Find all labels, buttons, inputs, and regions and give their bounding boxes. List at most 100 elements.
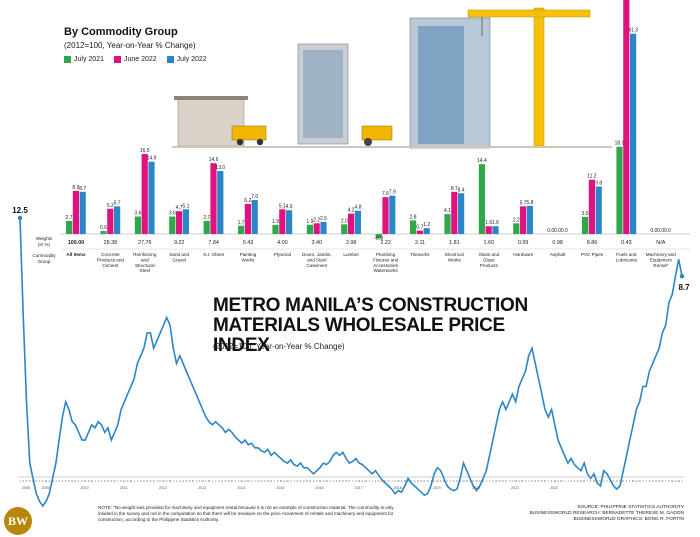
- bar-13-1: [520, 206, 527, 234]
- commodity-group-label: Lumber: [343, 252, 359, 257]
- commodity-group-label-line: Casement: [306, 263, 328, 268]
- bar-2-0: [134, 216, 141, 234]
- weight-value: 100.00: [68, 240, 85, 246]
- building-right-glass: [418, 26, 464, 144]
- commodity-group-label-line: Doors, Jambs,: [302, 252, 332, 257]
- year-tick-label: 2016: [315, 486, 323, 490]
- roller-wheel: [364, 138, 372, 146]
- commodity-group-label: Electrical Works: [445, 252, 464, 262]
- start-value-label: 12.5: [12, 206, 28, 215]
- bar-16-1: [623, 0, 630, 235]
- month-tick-label: F: [120, 479, 122, 483]
- month-tick-label: A: [401, 479, 403, 483]
- month-tick-label: J: [137, 479, 139, 483]
- legend-item-jul2022: July 2022: [166, 56, 207, 63]
- month-tick-label: J: [430, 479, 432, 483]
- bar-0-1: [72, 190, 79, 234]
- month-tick-label: A: [88, 479, 90, 483]
- credit-source: SOURCE: PHILIPPINE STATISTICS AUTHORITY: [577, 505, 684, 510]
- credit-graphics: BUSINESSWORLD GRAPHICS: BONG R. FORTIN: [573, 517, 684, 523]
- month-tick-label: D: [35, 479, 37, 483]
- commodity-group-label-line: Products: [480, 263, 499, 268]
- month-tick-label: M: [404, 479, 406, 483]
- bar-data-label: 4.7: [176, 205, 183, 211]
- bar-16-2: [630, 33, 637, 234]
- bar-11-0: [444, 214, 451, 234]
- month-tick-label: J: [78, 479, 80, 483]
- month-tick-label: O: [224, 479, 226, 483]
- month-tick-label: M: [678, 479, 680, 483]
- month-tick-label: N: [384, 479, 386, 483]
- month-tick-label: O: [264, 479, 266, 483]
- month-tick-label: S: [534, 479, 536, 483]
- month-tick-label: S: [378, 479, 380, 483]
- month-tick-label: A: [335, 479, 337, 483]
- year-tick-label: 2017: [355, 486, 363, 490]
- month-tick-label: S: [182, 479, 184, 483]
- commodity-group-label: PVC Pipes: [581, 252, 604, 257]
- month-tick-label: N: [189, 479, 191, 483]
- commodity-group-row: All Items Concrete Products and CementReinf…: [66, 252, 676, 273]
- month-tick-label: S: [26, 479, 28, 483]
- bar-11-2: [458, 193, 465, 234]
- bar-13-2: [526, 205, 533, 234]
- weight-value: 9.22: [174, 240, 185, 246]
- bar-13-0: [513, 223, 520, 234]
- month-tick-label: A: [179, 479, 181, 483]
- commodity-group-label-line: Plywood: [274, 252, 292, 257]
- month-tick-label: O: [498, 479, 500, 483]
- month-tick-label: J: [391, 479, 393, 483]
- month-tick-label: F: [81, 479, 83, 483]
- bar-data-labels: 2.78.9 8.70.65.2 5.73.616.514.93.64.7 5.12.…: [66, 28, 672, 242]
- bar-data-label: 9.8: [595, 180, 602, 186]
- month-tick-label: A: [257, 479, 259, 483]
- month-tick-label: N: [619, 479, 621, 483]
- month-tick-label: J: [626, 479, 628, 483]
- bar-data-label: 4.8: [354, 205, 361, 211]
- month-tick-label: A: [48, 479, 50, 483]
- month-tick-label: J: [274, 479, 276, 483]
- month-tick-label: J: [290, 479, 292, 483]
- month-tick-label: O: [29, 479, 31, 483]
- month-tick-label: M: [560, 479, 562, 483]
- commodity-group-label-line: All Items: [66, 252, 86, 257]
- bar-4-2: [217, 170, 224, 234]
- month-tick-label: M: [123, 479, 125, 483]
- commodity-group-label: Glass and Glass Products: [478, 252, 499, 268]
- month-tick-label: A: [570, 479, 572, 483]
- construction-illustration: [172, 7, 612, 149]
- month-tick-label: M: [365, 479, 367, 483]
- month-tick-label: J: [58, 479, 60, 483]
- bar-data-label: 13.0: [215, 165, 225, 171]
- commodity-group-label-line: Lubricants: [616, 257, 638, 262]
- month-tick-label: J: [195, 479, 197, 483]
- bar-data-label: 6.2: [244, 198, 251, 204]
- crane-jib: [467, 9, 591, 18]
- end-value-label: 8.7: [678, 283, 690, 292]
- weight-value: 28.38: [104, 240, 118, 246]
- bar-data-label: 8.7: [79, 186, 86, 192]
- weight-value: 2.11: [415, 240, 425, 246]
- weight-value: 8.86: [587, 240, 598, 246]
- month-tick-label: M: [280, 479, 282, 483]
- bar-data-label: 3.6: [169, 211, 176, 217]
- month-tick-label: J: [313, 479, 315, 483]
- year-tick-label: 2009: [42, 486, 50, 490]
- month-tick-label: A: [557, 479, 559, 483]
- month-tick-label: A: [362, 479, 364, 483]
- commodity-group-label-line: Asphalt: [550, 252, 566, 257]
- month-tick-label: A: [22, 479, 24, 483]
- month-tick-label: J: [407, 479, 409, 483]
- month-tick-label: M: [475, 479, 477, 483]
- month-tick-label: A: [649, 479, 651, 483]
- commodity-group-label-line: Lumber: [343, 252, 359, 257]
- month-tick-label: J: [525, 479, 527, 483]
- bar-2-2: [148, 161, 155, 234]
- month-tick-label: S: [260, 479, 262, 483]
- bar-data-label: 0.0: [650, 228, 657, 234]
- month-tick-label: F: [551, 479, 553, 483]
- bar-12-2: [492, 226, 499, 234]
- month-tick-label: A: [635, 479, 637, 483]
- bar-data-label: 16.5: [140, 148, 150, 154]
